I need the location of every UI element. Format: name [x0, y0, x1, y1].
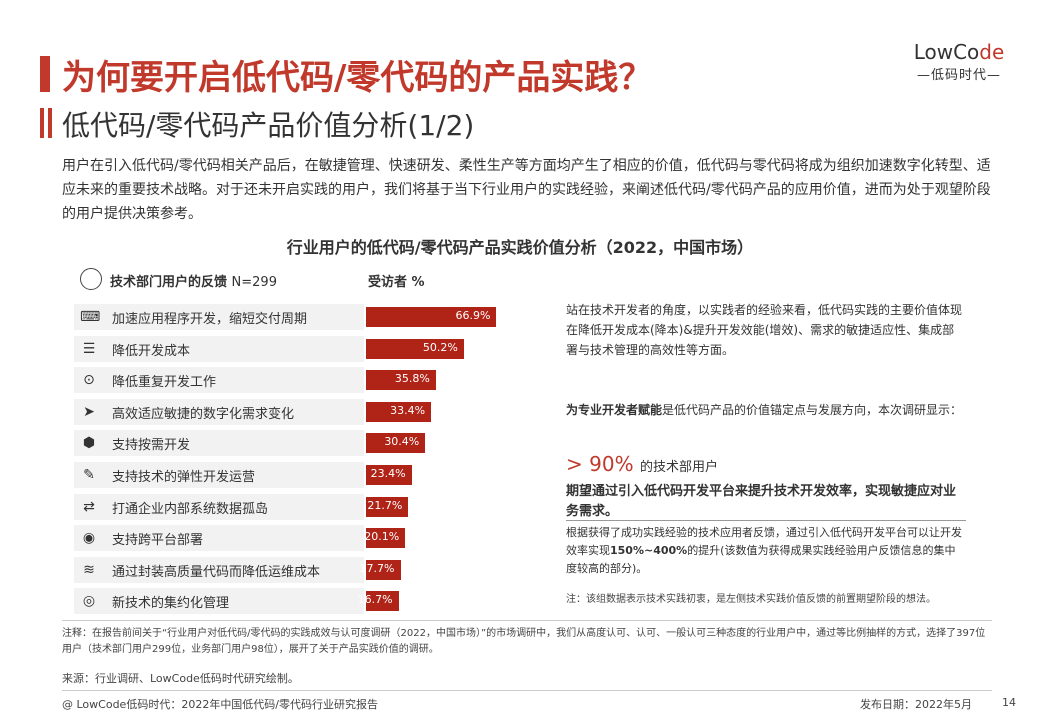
para3-post: 的提升(该数值为获得成果实践经验用户反馈信息的集中度较高的部分)。 [566, 544, 956, 575]
category-label: 加速应用程序开发，缩短交付周期 [112, 312, 308, 327]
chart-row: ⇄ 打通企业内部系统数据孤岛 [74, 493, 364, 520]
footer-divider [62, 690, 992, 691]
chart-row: ⊙ 降低重复开发工作 [74, 367, 364, 394]
bar: 23.4% [366, 465, 412, 485]
category-label: 打通企业内部系统数据孤岛 [112, 501, 269, 517]
category-label: 通过封装高质量代码而降低运维成本 [112, 564, 321, 580]
chart-row: ⬢ 支持按需开发 [74, 430, 364, 457]
bar: 17.7% [360, 559, 401, 580]
chart-row: ✎ 支持技术的弹性开发运营 [74, 462, 364, 488]
bar-value-label: 20.1% [364, 530, 400, 544]
expectation-text: 期望通过引入低代码开发平台来提升技术开发效率，实现敏捷应对业务需求。 [566, 484, 957, 519]
bar-value-label: 30.4% [384, 435, 420, 449]
bar: 33.4% [366, 401, 432, 422]
chart-title: 行业用户的低代码/零代码产品实践价值分析（2022，中国市场） [286, 238, 754, 257]
page-subtitle: 低代码/零代码产品价值分析(1/2) [62, 109, 475, 142]
bar: 16.7% [358, 591, 399, 612]
document-list-icon: ☰ [82, 340, 96, 357]
chart-row: ◎ 新技术的集约化管理 [74, 588, 364, 615]
empower-rest: 是低代码产品的价值锚定点与发展方向，本次调研显示： [662, 403, 963, 417]
para3-pre: 根据获得了成功实践经验的技术应用者反馈，通过引入低代码开发平台可以让开发效率实现 [566, 526, 962, 557]
logo-brand-suffix: de [979, 40, 1005, 64]
layers-circle-icon: ◉ [82, 530, 96, 547]
subtitle-accent-bar-2 [48, 108, 52, 138]
bar: 66.9% [366, 307, 497, 327]
bar-value-label: 17.7% [359, 561, 395, 575]
logo-brand-prefix: LowCo [913, 40, 980, 64]
group-label: 技术部门用户的反馈 [110, 275, 228, 290]
bar-value-label: 21.7% [367, 498, 403, 512]
bar-value-label: 23.4% [370, 467, 406, 480]
intro-paragraph: 用户在引入低代码/零代码相关产品后，在敏捷管理、快速研发、柔性生产等方面均产生了… [62, 158, 991, 222]
category-label: 高效适应敏捷的数字化需求变化 [112, 406, 295, 422]
footer-report-name: @ LowCode低码时代：2022年中国低代码/零代码行业研究报告 [62, 698, 379, 711]
send-icon: ➤ [83, 403, 95, 420]
footer-date: 发布日期：2022年5月 [860, 698, 972, 711]
footnote-divider [62, 620, 992, 621]
page-number: 14 [1002, 696, 1016, 709]
bar: 21.7% [366, 496, 409, 517]
network-icon: ⇄ [83, 498, 95, 515]
bar-value-label: 33.4% [390, 403, 426, 417]
right-divider [566, 520, 966, 521]
user-group-icon [80, 268, 102, 290]
bar-value-label: 66.9% [455, 309, 491, 322]
right-para-2: 为专业开发者赋能是低代码产品的价值锚定点与发展方向，本次调研显示： [566, 400, 966, 420]
lowcode-logo: LowCode —低码时代— [904, 40, 1014, 83]
empower-bold: 为专业开发者赋能 [566, 403, 663, 417]
bar-value-label: 16.7% [357, 593, 393, 607]
right-para-3: 根据获得了成功实践经验的技术应用者反馈，通过引入低代码开发平台可以让开发效率实现… [566, 524, 966, 578]
bar: 30.4% [366, 433, 426, 454]
chart-row: ≋ 通过封装高质量代码而降低运维成本 [74, 556, 364, 583]
big-stat-suffix: 的技术部用户 [639, 460, 718, 475]
chart-row: ➤ 高效适应敏捷的数字化需求变化 [74, 398, 364, 425]
logo-cn: —低码时代— [916, 68, 1001, 83]
checklist-icon: ✎ [83, 467, 95, 483]
big-stat: > 90% 的技术部用户 [566, 452, 718, 476]
big-stat-value: > 90% [566, 452, 634, 476]
code-window-icon: ⌨ [80, 309, 101, 325]
cube-icon: ⬢ [82, 435, 96, 452]
chart-group-label: 技术部门用户的反馈 N=299 [110, 271, 277, 290]
target-icon: ◎ [82, 593, 96, 610]
chart-row: ⌨ 加速应用程序开发，缩短交付周期 [74, 304, 364, 330]
bar: 20.1% [364, 528, 406, 549]
stack-icon: ≋ [83, 561, 95, 578]
source-note: 来源：行业调研、LowCode低码时代研究绘制。 [62, 672, 299, 685]
right-para-1: 站在技术开发者的角度，以实践者的经验来看，低代码实践的主要价值体现在降低开发成本… [566, 303, 963, 357]
category-label: 降低重复开发工作 [112, 375, 217, 391]
reuse-icon: ⊙ [83, 372, 95, 389]
category-label: 降低开发成本 [112, 343, 191, 359]
category-label: 支持按需开发 [112, 438, 191, 454]
subtitle-accent-bar [40, 108, 44, 138]
category-label: 新技术的集约化管理 [112, 596, 230, 612]
sample-size: N=299 [231, 275, 277, 290]
title-accent-bar [40, 56, 50, 92]
percent-header: 受访者 % [368, 275, 425, 290]
para3-bold: 150%~400% [610, 544, 688, 557]
page-title: 为何要开启低代码/零代码的产品实践？ [62, 58, 653, 98]
chart-row: ☰ 降低开发成本 [74, 335, 364, 362]
bar-value-label: 35.8% [394, 372, 430, 386]
chart-row: ◉ 支持跨平台部署 [74, 525, 364, 552]
bar: 35.8% [366, 370, 436, 391]
category-label: 支持跨平台部署 [112, 533, 204, 549]
category-label: 支持技术的弹性开发运营 [112, 470, 256, 485]
footnote: 注释：在报告前间关于“行业用户对低代码/零代码的实践成效与认可度调研（2022，… [62, 628, 986, 655]
bar: 50.2% [366, 338, 464, 359]
bar-value-label: 50.2% [422, 340, 458, 354]
right-note: 注：该组数据表示技术实践初衷，是左侧技术实践价值反馈的前置期望阶段的想法。 [566, 594, 936, 605]
